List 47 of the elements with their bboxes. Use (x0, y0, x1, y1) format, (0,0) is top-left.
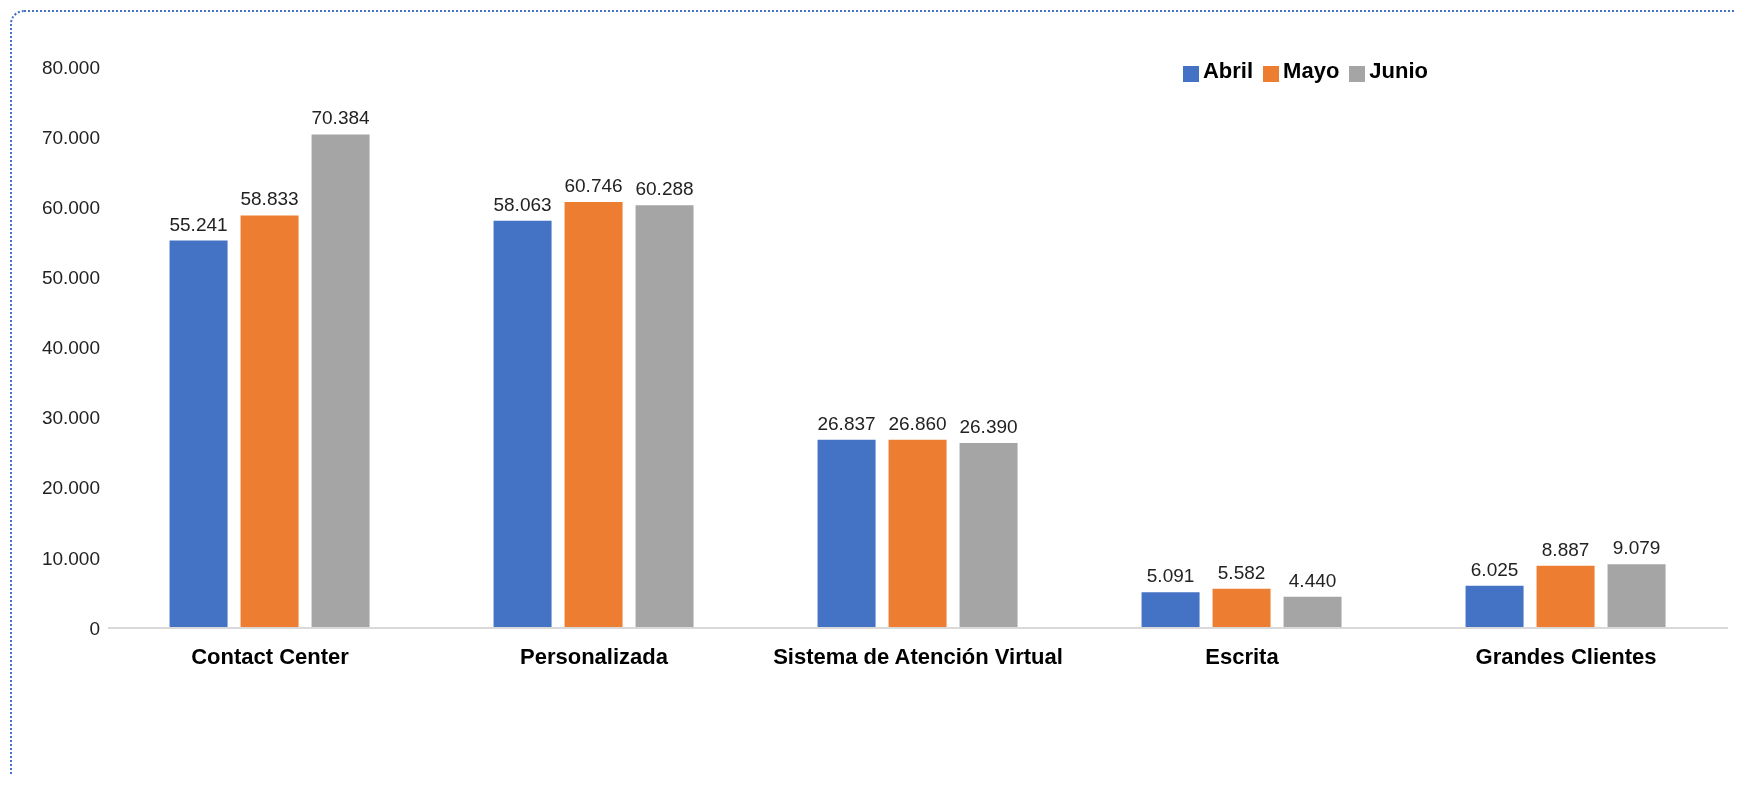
bar (1212, 588, 1271, 628)
bar (888, 439, 947, 628)
legend-label: Mayo (1283, 58, 1340, 83)
data-label: 60.288 (635, 178, 694, 200)
y-tick-label: 50.000 (41, 267, 100, 289)
bar (817, 439, 876, 628)
x-tick-label: Sistema de Atención Virtual (773, 643, 1063, 669)
y-tick-label: 30.000 (41, 407, 100, 429)
bar (1141, 592, 1200, 628)
data-label: 70.384 (311, 107, 371, 129)
x-tick-label: Personalizada (520, 643, 669, 669)
bar (1465, 585, 1524, 628)
y-tick-label: 20.000 (41, 477, 100, 499)
bar (1536, 565, 1595, 628)
data-label: 58.833 (240, 188, 299, 210)
bar (493, 220, 552, 628)
data-label: 5.091 (1146, 565, 1195, 587)
x-tick-label: Grandes Clientes (1475, 643, 1657, 669)
data-label: 6.025 (1470, 558, 1519, 580)
data-label: 8.887 (1541, 538, 1590, 560)
bar (311, 134, 370, 628)
bar (564, 202, 623, 628)
y-tick-label: 80.000 (41, 56, 100, 78)
data-label: 60.746 (564, 175, 623, 197)
y-tick-label: 0 (89, 617, 100, 639)
y-tick-label: 10.000 (41, 547, 100, 569)
data-label: 58.063 (493, 193, 552, 215)
legend-label: Abril (1202, 58, 1254, 83)
bar (240, 215, 299, 628)
y-tick-label: 40.000 (41, 337, 100, 359)
legend-label: Junio (1369, 58, 1428, 83)
data-label: 26.860 (888, 412, 947, 434)
bar (959, 442, 1018, 628)
data-label: 26.390 (959, 415, 1018, 437)
bar (1283, 596, 1342, 628)
data-label: 4.440 (1288, 569, 1337, 591)
bar (1607, 564, 1666, 628)
data-label: 55.241 (169, 213, 228, 235)
y-tick-label: 70.000 (41, 126, 100, 148)
y-tick-label: 60.000 (41, 196, 100, 218)
data-label: 26.837 (817, 412, 876, 434)
x-tick-label: Contact Center (191, 643, 350, 669)
bar (169, 240, 228, 628)
x-tick-label: Escrita (1205, 643, 1280, 669)
data-label: 5.582 (1217, 561, 1266, 583)
bar (635, 205, 694, 628)
data-label: 9.079 (1612, 537, 1661, 559)
